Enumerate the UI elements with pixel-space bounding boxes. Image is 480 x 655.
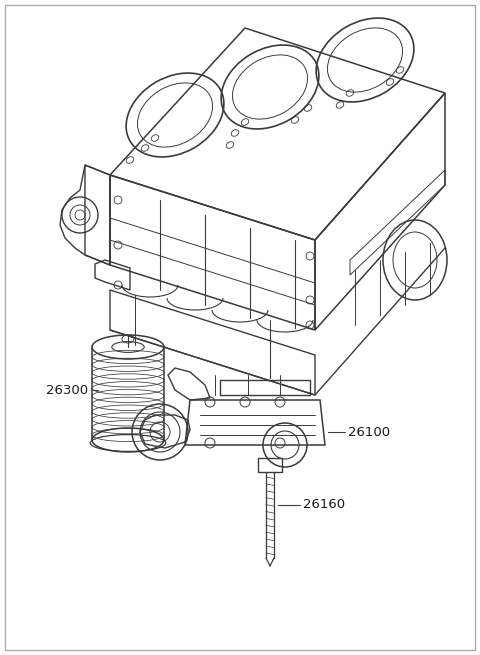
Text: 26100: 26100	[348, 426, 390, 438]
Text: 26300: 26300	[46, 383, 88, 396]
Text: 26160: 26160	[303, 498, 345, 512]
